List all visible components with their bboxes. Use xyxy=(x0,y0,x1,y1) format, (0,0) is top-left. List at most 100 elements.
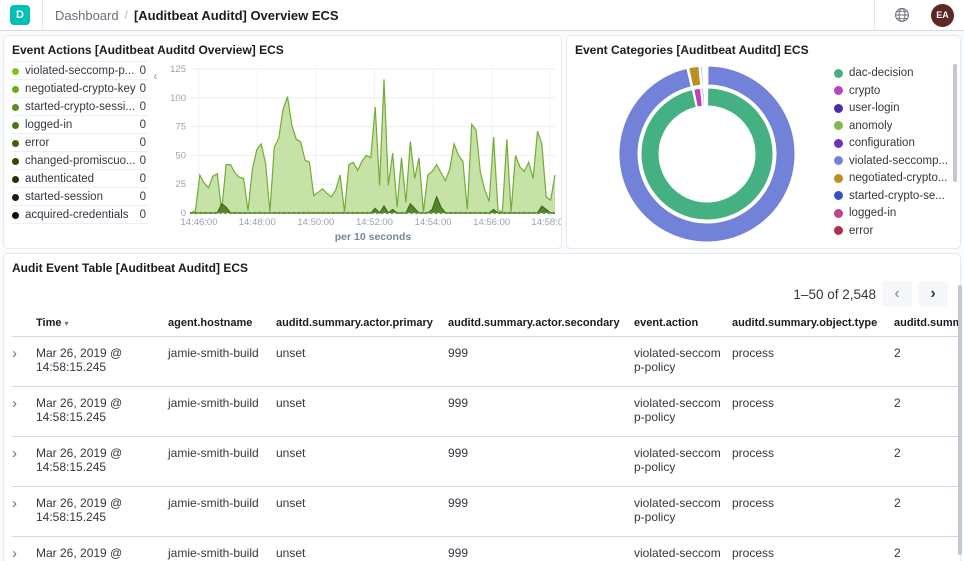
legend-color-dot xyxy=(12,103,19,111)
cell-actor_secondary: 999 xyxy=(448,536,634,561)
pagination-next-button[interactable]: › xyxy=(918,281,948,307)
column-header-auditd-summary[interactable]: auditd.summary xyxy=(894,309,960,337)
legend-item[interactable]: started-crypto-se... xyxy=(834,190,950,202)
top-navigation-bar: D Dashboard / [Auditbeat Auditd] Overvie… xyxy=(0,0,964,31)
legend-item[interactable]: logged-in 0 xyxy=(12,116,148,134)
cell-hostname: jamie-smith-build xyxy=(168,436,276,487)
cell-hostname: jamie-smith-build xyxy=(168,386,276,437)
pagination-range-label: 1–50 of 2,548 xyxy=(793,286,876,302)
donut-slice-error[interactable] xyxy=(705,65,707,86)
page-title: [Auditbeat Auditd] Overview ECS xyxy=(133,7,339,23)
legend-scrollbar[interactable] xyxy=(953,64,957,182)
donut-slice-violated-seccomp-[interactable] xyxy=(618,65,796,243)
column-header-label: auditd.summary.actor.primary xyxy=(276,317,433,329)
legend-item[interactable]: violated-seccomp... xyxy=(834,155,950,167)
cell-actor_secondary: 999 xyxy=(448,486,634,537)
cell-actor_secondary: 999 xyxy=(448,386,634,437)
column-header-auditd-summary-actor-secondary[interactable]: auditd.summary.actor.secondary xyxy=(448,309,634,337)
legend-item-value: 0 xyxy=(139,83,146,95)
event-actions-area-chart[interactable]: 0 25 50 75 100 125 14:46:00 14:48:00 14:50:00 14:… xyxy=(163,61,568,250)
globe-icon[interactable] xyxy=(887,7,917,23)
table-scrollbar[interactable] xyxy=(958,285,962,555)
legend-item[interactable]: negotiated-crypto-key 0 xyxy=(12,80,148,98)
legend-item-value: 0 xyxy=(139,101,146,113)
cell-actor_primary: unset xyxy=(276,336,448,387)
legend-item[interactable]: changed-promiscuo... 0 xyxy=(12,152,148,170)
donut-slice-anomoly[interactable] xyxy=(704,87,707,107)
donut-slice-negotiated-crypto-[interactable] xyxy=(688,65,702,88)
legend-item-value: 0 xyxy=(139,209,146,221)
cell-summary: 2 xyxy=(894,336,960,387)
legend-item[interactable]: started-session 0 xyxy=(12,188,148,206)
legend-color-dot xyxy=(834,121,843,130)
pagination-prev-button[interactable]: ‹ xyxy=(882,281,912,307)
cell-action: violated-seccomp-policy xyxy=(634,436,732,487)
svg-text:14:56:00: 14:56:00 xyxy=(473,217,510,228)
legend-item[interactable]: negotiated-crypto... xyxy=(834,172,950,184)
cell-summary: 2 xyxy=(894,436,960,487)
column-header-auditd-summary-object-type[interactable]: auditd.summary.object.type xyxy=(732,309,894,337)
event-categories-donut-chart[interactable] xyxy=(607,59,807,254)
legend-item[interactable]: crypto xyxy=(834,85,950,97)
cell-hostname: jamie-smith-build xyxy=(168,336,276,387)
row-expand-chevron-icon[interactable]: › xyxy=(12,345,17,362)
user-avatar[interactable]: EA xyxy=(931,3,954,27)
donut-slice-logged-in[interactable] xyxy=(703,65,706,86)
legend-color-dot xyxy=(12,85,19,93)
dashboard-app-logo[interactable]: D xyxy=(10,5,30,25)
breadcrumb-separator: / xyxy=(124,8,128,22)
donut-slice-authenticated[interactable] xyxy=(706,65,708,86)
legend-color-dot xyxy=(834,173,843,183)
legend-collapse-icon[interactable]: ‹ xyxy=(153,69,158,83)
column-header-agent-hostname[interactable]: agent.hostname xyxy=(168,309,276,337)
breadcrumb-dashboard[interactable]: Dashboard xyxy=(55,7,119,23)
event-categories-panel: Event Categories [Auditbeat Auditd] ECS … xyxy=(567,36,960,248)
column-header-auditd-summary-actor-primary[interactable]: auditd.summary.actor.primary xyxy=(276,309,448,337)
svg-text:14:52:00: 14:52:00 xyxy=(356,217,393,228)
row-expand-chevron-icon[interactable]: › xyxy=(12,495,17,512)
legend-item[interactable]: anomoly xyxy=(834,120,950,132)
legend-item[interactable]: dac-decision xyxy=(834,67,950,79)
cell-object_type: process xyxy=(732,336,894,387)
legend-item[interactable]: violated-seccomp-p... 0 xyxy=(12,61,148,80)
legend-item[interactable]: user-login xyxy=(834,102,950,114)
legend-item-label: logged-in xyxy=(849,207,897,219)
legend-item-label: started-session xyxy=(25,191,103,203)
legend-color-dot xyxy=(834,156,843,165)
legend-item-label: user-login xyxy=(849,102,900,114)
legend-item[interactable]: started-crypto-sessi... 0 xyxy=(12,98,148,116)
legend-color-dot xyxy=(12,175,19,183)
legend-item-value: 0 xyxy=(139,137,146,149)
cell-actor_secondary: 999 xyxy=(448,336,634,387)
cell-time: Mar 26, 2019 @ 14:58:15.245 xyxy=(36,486,168,537)
legend-color-dot xyxy=(12,211,19,219)
legend-color-dot xyxy=(12,193,19,201)
legend-item[interactable]: logged-in xyxy=(834,207,950,219)
legend-item[interactable]: authenticated 0 xyxy=(12,170,148,188)
legend-item[interactable]: error xyxy=(834,225,950,237)
svg-text:14:54:00: 14:54:00 xyxy=(415,217,452,228)
row-expand-chevron-icon[interactable]: › xyxy=(12,395,17,412)
donut-slice-started-crypto-se-[interactable] xyxy=(700,65,704,86)
legend-item-label: dac-decision xyxy=(849,67,914,79)
topbar-divider xyxy=(42,0,43,31)
donut-slice-dac-decision[interactable] xyxy=(640,87,774,221)
legend-item-label: anomoly xyxy=(849,119,893,132)
row-expand-chevron-icon[interactable]: › xyxy=(12,445,17,462)
row-expand-chevron-icon[interactable]: › xyxy=(12,545,17,561)
column-header-label: auditd.summary.object.type xyxy=(732,317,878,329)
topbar-divider-right xyxy=(874,0,875,31)
donut-slice-user-login[interactable] xyxy=(701,87,705,107)
legend-item[interactable]: acquired-credentials 0 xyxy=(12,206,148,224)
column-header-event-action[interactable]: event.action xyxy=(634,309,732,337)
svg-text:125: 125 xyxy=(170,64,186,75)
legend-item-value: 0 xyxy=(139,155,146,167)
event-actions-legend: violated-seccomp-p... 0 negotiated-crypto-… xyxy=(12,61,148,250)
column-header-label: auditd.summary.actor.secondary xyxy=(448,317,620,329)
legend-item[interactable]: error 0 xyxy=(12,134,148,152)
donut-slice-crypto[interactable] xyxy=(693,87,703,108)
legend-item[interactable]: configuration xyxy=(834,137,950,149)
column-header-time[interactable]: Time ▾ xyxy=(36,309,168,337)
legend-color-dot xyxy=(834,208,843,218)
